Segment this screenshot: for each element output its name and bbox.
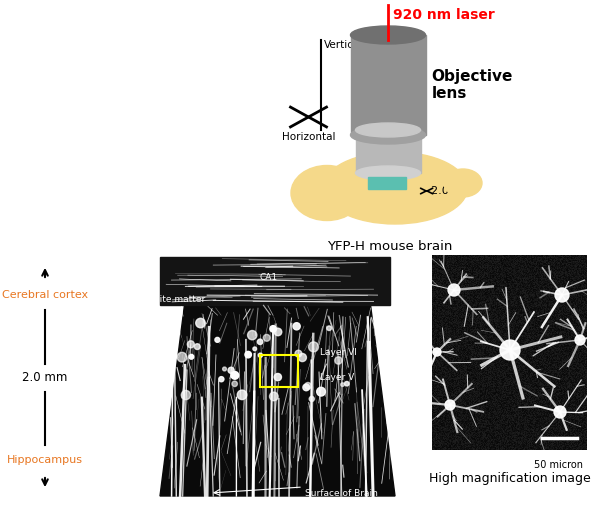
Bar: [260, 355, 298, 387]
Circle shape: [317, 387, 325, 396]
Circle shape: [575, 335, 585, 345]
Circle shape: [305, 382, 311, 389]
Circle shape: [500, 340, 520, 360]
Circle shape: [258, 353, 262, 357]
Text: CA1: CA1: [260, 273, 278, 282]
Circle shape: [237, 390, 247, 400]
Text: YFP-H mouse brain: YFP-H mouse brain: [328, 240, 452, 253]
Text: 920 nm laser: 920 nm laser: [393, 8, 495, 22]
Circle shape: [245, 351, 251, 358]
Circle shape: [344, 381, 349, 386]
Text: Surface of Brain: Surface of Brain: [305, 489, 378, 498]
Ellipse shape: [444, 169, 482, 197]
Circle shape: [219, 377, 224, 382]
Bar: [368, 177, 406, 189]
Circle shape: [309, 396, 314, 401]
Circle shape: [555, 288, 569, 302]
Circle shape: [177, 352, 187, 362]
Circle shape: [554, 406, 566, 418]
Ellipse shape: [350, 126, 425, 144]
Text: 2.0 mm: 2.0 mm: [22, 371, 68, 384]
Ellipse shape: [355, 166, 421, 180]
Circle shape: [308, 342, 319, 352]
Circle shape: [223, 367, 226, 371]
Circle shape: [295, 350, 302, 357]
Circle shape: [293, 323, 300, 330]
Ellipse shape: [323, 152, 467, 224]
Bar: [160, 257, 390, 305]
Ellipse shape: [355, 123, 421, 137]
Circle shape: [196, 318, 205, 328]
Circle shape: [327, 326, 331, 331]
Circle shape: [187, 341, 194, 348]
Text: Layer V: Layer V: [320, 373, 354, 381]
Text: Hippocampus: Hippocampus: [7, 455, 83, 465]
Circle shape: [194, 344, 200, 350]
Circle shape: [270, 326, 277, 332]
Text: Vertical: Vertical: [323, 40, 363, 50]
Circle shape: [298, 353, 307, 361]
Text: High magnification image: High magnification image: [428, 472, 590, 485]
Circle shape: [433, 348, 441, 356]
Text: Cerebral cortex: Cerebral cortex: [2, 290, 88, 300]
Circle shape: [269, 392, 278, 401]
Circle shape: [232, 381, 238, 387]
Circle shape: [448, 284, 460, 296]
Bar: [355, 130, 421, 173]
Ellipse shape: [291, 165, 363, 221]
Bar: [350, 35, 425, 135]
Circle shape: [335, 357, 342, 364]
Circle shape: [445, 400, 455, 410]
Text: 2.0 mm: 2.0 mm: [431, 186, 474, 196]
Circle shape: [341, 383, 344, 387]
Circle shape: [181, 390, 191, 400]
Circle shape: [257, 339, 263, 345]
Circle shape: [231, 372, 239, 379]
Circle shape: [274, 373, 281, 381]
Circle shape: [263, 334, 270, 342]
Text: 50 micron: 50 micron: [535, 460, 583, 470]
Circle shape: [228, 367, 234, 373]
Text: Horizontal: Horizontal: [282, 132, 335, 142]
Text: White matter: White matter: [145, 295, 205, 304]
Circle shape: [274, 328, 282, 336]
Circle shape: [248, 331, 257, 340]
Ellipse shape: [350, 26, 425, 44]
Text: Layer VI: Layer VI: [320, 348, 357, 357]
Polygon shape: [160, 301, 395, 496]
Circle shape: [189, 354, 194, 359]
Circle shape: [215, 337, 220, 343]
Circle shape: [253, 347, 257, 351]
Circle shape: [303, 384, 310, 391]
Text: Objective
lens: Objective lens: [431, 69, 513, 101]
